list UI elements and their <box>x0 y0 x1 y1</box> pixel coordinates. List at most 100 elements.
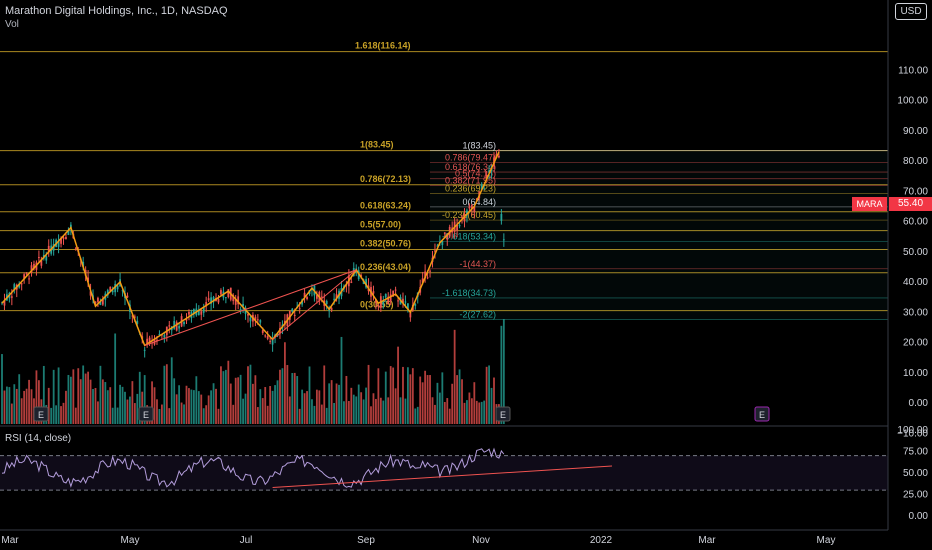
volume-bar <box>74 407 77 424</box>
volume-bar <box>421 382 424 424</box>
volume-bar <box>298 408 301 424</box>
volume-bar <box>416 406 419 424</box>
price-tick-label: 40.00 <box>903 277 928 288</box>
volume-bar <box>20 398 23 424</box>
volume-bar <box>180 402 183 424</box>
candle-body <box>3 300 6 306</box>
volume-bar <box>190 389 193 424</box>
volume-bar <box>384 371 387 424</box>
candle-body <box>269 340 272 342</box>
candle-body <box>483 188 486 190</box>
volume-bar <box>52 369 55 424</box>
candle-body <box>397 300 399 302</box>
volume-bar <box>114 333 117 424</box>
currency-button[interactable]: USD <box>895 3 927 20</box>
candle-body <box>192 309 195 314</box>
price-tick-label: 30.00 <box>903 307 928 318</box>
candle-body <box>377 304 380 307</box>
volume-bar <box>320 404 323 424</box>
fib-label: 0(30.55) <box>360 300 394 310</box>
volume-bar <box>296 376 299 424</box>
candle-body <box>227 289 230 298</box>
volume-bar <box>77 368 80 424</box>
price-tick-label: 110.00 <box>898 65 928 76</box>
volume-bar <box>165 364 168 424</box>
volume-bar <box>485 366 488 424</box>
candle-body <box>99 301 102 305</box>
fib-label: 0.382(50.76) <box>360 238 411 248</box>
volume-bar <box>434 404 436 424</box>
candle-body <box>111 290 114 293</box>
volume-bar <box>47 387 50 424</box>
volume-bar <box>1 354 3 424</box>
volume-bar <box>183 404 185 424</box>
fib-label: 0.5(57.00) <box>360 220 401 230</box>
volume-bar <box>372 393 375 424</box>
candle-body <box>126 295 129 298</box>
volume-bar <box>397 346 399 424</box>
fib-ext-label: 0.5(74.15) <box>455 169 496 179</box>
rsi-band <box>0 455 888 491</box>
time-tick-label: Mar <box>1 535 19 546</box>
candle-body <box>414 304 417 306</box>
volume-bar <box>409 374 412 424</box>
volume-bar <box>168 408 171 424</box>
volume-bar <box>264 387 267 424</box>
volume-bar <box>286 365 289 424</box>
volume-bar <box>426 375 429 424</box>
volume-bar <box>15 388 18 424</box>
earnings-letter: E <box>38 410 44 420</box>
volume-bar <box>254 375 257 424</box>
volume-bar <box>343 401 345 424</box>
candle-body <box>306 296 308 300</box>
volume-bar <box>429 375 431 424</box>
candle-body <box>424 271 427 279</box>
earnings-letter: E <box>759 410 765 420</box>
candle-body <box>67 230 70 235</box>
earnings-marker <box>138 406 154 422</box>
rsi-pane <box>0 447 888 491</box>
volume-bar <box>72 369 75 424</box>
candle-body <box>500 214 503 221</box>
candle-body <box>446 233 449 240</box>
candle-body <box>114 283 117 293</box>
volume-bar <box>220 366 222 424</box>
volume-bar <box>377 368 380 424</box>
candle-body <box>429 270 431 272</box>
candle-body <box>271 338 274 345</box>
volume-bar <box>116 407 119 424</box>
volume-bar <box>126 399 129 424</box>
volume-bar <box>387 397 390 424</box>
candle-body <box>168 325 171 327</box>
volume-bar <box>133 403 136 424</box>
candle-body <box>18 283 21 288</box>
volume-bar <box>399 397 402 424</box>
time-axis: Mar May Jul Sep Nov 2022 Mar May <box>1 535 835 546</box>
volume-bar <box>407 367 409 424</box>
price-tick-label: 90.00 <box>903 126 928 137</box>
candle-body <box>325 301 328 305</box>
volume-bar <box>170 357 173 424</box>
volume-bar <box>402 366 404 424</box>
volume-bar <box>192 390 195 424</box>
volume-label: Vol <box>5 19 19 30</box>
volume-bar <box>57 367 60 424</box>
volume-bar <box>453 329 456 424</box>
rsi-tick-label: 50.00 <box>903 468 928 479</box>
candle-body <box>237 296 240 305</box>
candle-body <box>249 317 252 322</box>
candle-body <box>101 298 104 305</box>
volume-bar <box>261 398 264 424</box>
volume-bar <box>101 379 104 424</box>
volume-bar <box>500 325 503 424</box>
candle-body <box>409 310 412 318</box>
candle-body <box>247 313 249 316</box>
candle-body <box>502 239 505 241</box>
volume-bar <box>156 399 158 424</box>
candle-body <box>404 301 407 303</box>
candle-body <box>242 303 244 307</box>
rsi-tick-label: 0.00 <box>909 511 929 522</box>
price-tick-label: 0.00 <box>909 398 929 409</box>
volume-bar <box>234 377 237 424</box>
